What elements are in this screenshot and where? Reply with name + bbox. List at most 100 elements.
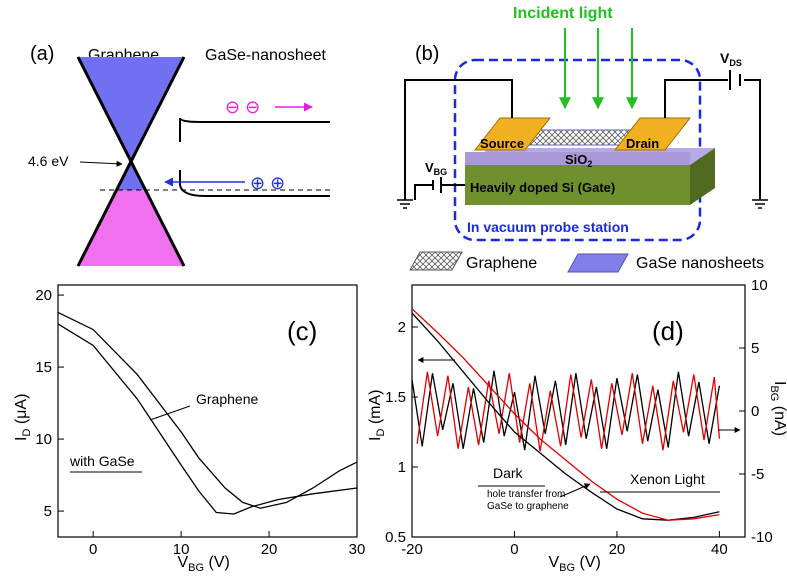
gase-icon bbox=[567, 253, 629, 273]
panel-label: (a) bbox=[30, 43, 54, 65]
cone-line bbox=[76, 56, 186, 267]
axis-label: ID (mA) bbox=[367, 389, 387, 441]
series-line bbox=[411, 308, 720, 521]
upper-cone bbox=[78, 57, 184, 163]
gase-label: GaSe-nanosheet bbox=[205, 47, 327, 64]
vds-label: VDS bbox=[720, 50, 742, 68]
subscript: BG bbox=[559, 562, 575, 574]
text: V bbox=[549, 554, 560, 571]
text: I bbox=[367, 437, 384, 441]
annotation: hole transfer from bbox=[487, 489, 565, 500]
source-electrode bbox=[473, 117, 552, 151]
arrow bbox=[79, 160, 123, 167]
series-name: Graphene bbox=[196, 391, 258, 407]
x-tick-label: 10 bbox=[173, 541, 190, 558]
series-name: Xenon Light bbox=[630, 471, 705, 487]
series-name: with GaSe bbox=[69, 453, 135, 469]
panel-label: (b) bbox=[415, 43, 439, 65]
wire bbox=[404, 79, 513, 200]
x-tick-label: 30 bbox=[349, 541, 366, 558]
arrow bbox=[559, 483, 591, 498]
x-tick-label: 0 bbox=[510, 541, 518, 558]
subscript: D bbox=[21, 429, 33, 437]
energy-label: 4.6 eV bbox=[28, 153, 69, 169]
source-label: Source bbox=[480, 136, 524, 151]
text: (μA) bbox=[13, 394, 30, 429]
series-name: Dark bbox=[493, 465, 524, 481]
plot-frame bbox=[411, 284, 746, 538]
x-tick-label: 0 bbox=[89, 541, 97, 558]
text: (V) bbox=[204, 554, 230, 571]
series-line bbox=[57, 323, 358, 515]
vbg-label: VBG bbox=[425, 160, 447, 177]
series-line bbox=[411, 370, 721, 451]
series-line bbox=[57, 311, 358, 509]
plot-frame bbox=[57, 284, 358, 538]
text: V bbox=[720, 50, 730, 66]
subscript: DS bbox=[729, 58, 742, 68]
text: V bbox=[178, 554, 189, 571]
text: I bbox=[13, 437, 30, 441]
y2-tick-label: 5 bbox=[751, 340, 759, 357]
probe-station bbox=[453, 58, 702, 242]
axis-label: ID (μA) bbox=[13, 394, 33, 441]
x-tick-label: 20 bbox=[261, 541, 278, 558]
sio2-label: SiO2 bbox=[565, 152, 592, 169]
panel-label: (d) bbox=[652, 316, 684, 346]
x-tick-label: 40 bbox=[711, 541, 728, 558]
panel-a: (a) Graphene GaSe-nanosheet 4.6 eV ⊖ ⊖ ⊕… bbox=[28, 43, 332, 267]
y2-tick-label: -10 bbox=[751, 529, 773, 546]
y-tick-label: 1 bbox=[398, 459, 406, 476]
series-line bbox=[416, 371, 721, 452]
y2-tick-label: 10 bbox=[751, 277, 768, 294]
drain-electrode bbox=[613, 117, 692, 151]
leader-line bbox=[149, 405, 191, 421]
y2-tick-label: -5 bbox=[751, 466, 764, 483]
y2-tick-label: 0 bbox=[751, 403, 759, 420]
incident-label: Incident light bbox=[513, 5, 613, 22]
si-side bbox=[690, 148, 715, 205]
subscript: BG bbox=[434, 167, 448, 177]
sio2-front bbox=[465, 152, 690, 165]
holes: ⊕ ⊕ bbox=[250, 173, 285, 193]
y-tick-label: 5 bbox=[44, 503, 52, 520]
axis-label: VBG (V) bbox=[178, 554, 230, 574]
annotation: GaSe to graphene bbox=[487, 501, 569, 512]
axis-label: VBG (V) bbox=[549, 554, 601, 574]
panel-b: (b) Incident light Source Drain SiO2 Hea… bbox=[397, 5, 768, 273]
x-tick-label: -20 bbox=[401, 541, 423, 558]
text: (nA) bbox=[771, 401, 787, 436]
text: (mA) bbox=[367, 389, 384, 428]
si-label: Heavily doped Si (Gate) bbox=[470, 180, 615, 195]
ground bbox=[397, 199, 768, 209]
legend-gase: GaSe nanosheets bbox=[636, 255, 764, 272]
valence-band bbox=[179, 170, 330, 197]
y-tick-label: 1.5 bbox=[385, 389, 406, 406]
conduction-band bbox=[179, 117, 330, 142]
subscript: BG bbox=[768, 385, 780, 401]
y-tick-label: 20 bbox=[35, 287, 52, 304]
text: SiO bbox=[565, 152, 587, 167]
text: (V) bbox=[575, 554, 601, 571]
text: V bbox=[425, 160, 434, 175]
si-front bbox=[465, 165, 690, 205]
probe-label: In vacuum probe station bbox=[467, 219, 629, 235]
legend-graphene: Graphene bbox=[466, 255, 537, 272]
subscript: D bbox=[375, 429, 387, 437]
subscript: BG bbox=[188, 562, 204, 574]
panel-label: (c) bbox=[287, 316, 317, 346]
x-tick-label: 20 bbox=[609, 541, 626, 558]
subscript: 2 bbox=[587, 159, 592, 169]
electrons: ⊖ ⊖ bbox=[225, 97, 260, 117]
axis-label: IBG (nA) bbox=[768, 381, 787, 436]
wire bbox=[664, 79, 761, 200]
y-tick-label: 2 bbox=[398, 319, 406, 336]
y-tick-label: 10 bbox=[35, 431, 52, 448]
lower-cone bbox=[78, 190, 184, 266]
doped-cone bbox=[117, 163, 145, 190]
y-tick-label: 15 bbox=[35, 359, 52, 376]
graphene-icon bbox=[409, 251, 463, 271]
y-tick-label: 0.5 bbox=[385, 529, 406, 546]
wire bbox=[414, 184, 465, 200]
